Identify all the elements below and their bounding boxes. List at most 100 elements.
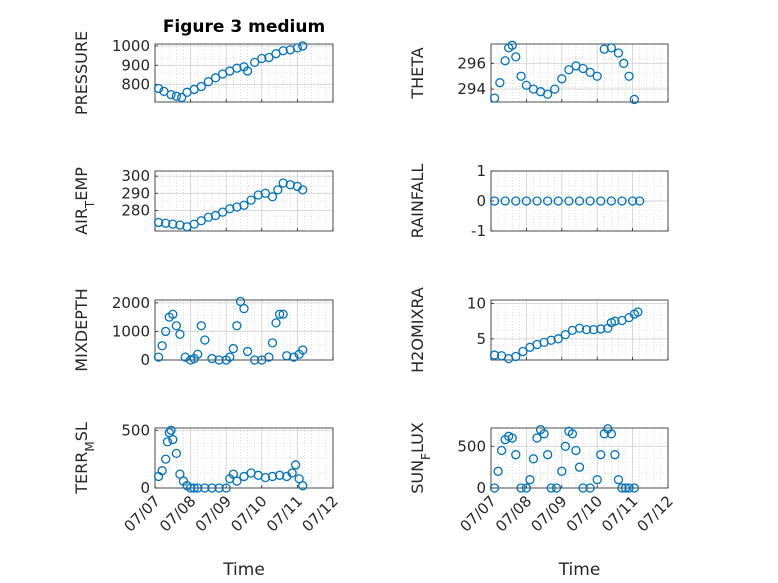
axes-sun-flux: 0 500 SUNFLUX 07/0707/0807/0907/1007/1107/1… <box>408 422 677 580</box>
data-point <box>564 65 574 75</box>
data-point <box>278 309 288 319</box>
data-point <box>177 92 187 103</box>
data-point <box>168 434 178 445</box>
data-point <box>596 196 606 206</box>
data-point <box>511 196 521 206</box>
data-point <box>274 470 285 480</box>
data-point <box>193 483 203 493</box>
data-point <box>633 307 643 317</box>
data-point <box>225 352 235 362</box>
x-tick-label: 07/11 <box>263 492 306 535</box>
data-point <box>542 196 553 206</box>
x-tick-label: 07/09 <box>192 492 235 535</box>
data-point <box>546 483 556 493</box>
data-point <box>250 57 260 68</box>
data-point <box>521 196 532 206</box>
axes-box <box>154 170 334 232</box>
data-point <box>574 323 585 333</box>
data-point <box>260 472 271 483</box>
data-point <box>161 218 171 228</box>
data-point <box>574 462 585 472</box>
y-tick-label: 10 <box>467 295 486 313</box>
data-point <box>521 80 532 90</box>
data-point <box>495 78 505 88</box>
data-point <box>620 483 631 493</box>
data-point <box>153 352 164 362</box>
data-point <box>629 94 640 105</box>
x-tick-label: 07/12 <box>634 492 677 535</box>
axes-terr-msl: 0 500 TERRMSL 07/0707/0807/0907/1007/1107/1… <box>72 421 342 580</box>
x-tick-label: 07/08 <box>492 492 535 535</box>
data-point <box>200 483 210 493</box>
data-point <box>528 454 539 464</box>
data-point <box>496 445 507 456</box>
data-series <box>489 40 640 105</box>
data-point <box>161 326 171 337</box>
data-point <box>560 329 570 340</box>
major-grid <box>154 428 334 489</box>
data-point <box>239 471 249 482</box>
minor-grid <box>154 427 334 489</box>
data-point <box>168 219 178 229</box>
data-point <box>298 41 308 51</box>
data-point <box>617 483 627 493</box>
data-point <box>298 481 308 491</box>
data-point <box>193 349 203 359</box>
data-point <box>273 185 283 195</box>
y-axis-label: TERRMSL <box>72 422 97 495</box>
data-point <box>557 74 567 84</box>
y-tick-label: 300 <box>121 167 150 185</box>
axes-box <box>154 427 334 489</box>
data-point <box>161 454 171 464</box>
data-point <box>596 450 606 460</box>
data-point <box>511 450 521 460</box>
data-point <box>175 329 185 339</box>
y-tick-label: 900 <box>121 56 150 74</box>
data-point <box>613 48 624 58</box>
chart-title: Figure 3 medium <box>163 17 325 37</box>
data-point <box>189 483 199 493</box>
data-point <box>274 309 285 319</box>
data-point <box>166 425 176 435</box>
data-point <box>267 471 278 482</box>
data-point <box>264 52 274 63</box>
y-tick-label: 1000 <box>112 322 150 340</box>
data-point <box>585 196 595 206</box>
data-point <box>500 56 510 66</box>
data-point <box>589 324 599 335</box>
data-point <box>489 196 500 206</box>
data-point <box>629 483 640 493</box>
data-point <box>232 476 242 486</box>
axes-box <box>490 43 669 103</box>
data-point <box>511 351 521 362</box>
data-series <box>489 307 643 364</box>
y-axis-label: SUNFLUX <box>408 422 433 494</box>
data-point <box>214 355 224 365</box>
data-point <box>207 483 217 493</box>
data-point <box>542 450 553 460</box>
x-axis-label: Time <box>558 560 601 580</box>
y-axis-label: AIRTEMP <box>72 167 97 235</box>
data-point <box>185 483 196 493</box>
data-point <box>596 324 606 334</box>
data-point <box>221 483 231 493</box>
axes-h2omixra: 5 10 H2OMIXRA <box>408 287 669 373</box>
data-point <box>613 475 624 485</box>
data-point <box>507 40 517 50</box>
data-point <box>592 475 602 485</box>
data-series <box>489 424 640 493</box>
y-axis-label: PRESSURE <box>72 31 91 115</box>
x-tick-label: 07/07 <box>121 492 164 535</box>
data-point <box>507 433 517 443</box>
data-point <box>166 90 176 100</box>
y-tick-label: 500 <box>457 437 486 455</box>
data-point <box>500 196 510 206</box>
data-point <box>624 483 634 493</box>
data-point <box>196 321 206 331</box>
data-point <box>210 73 221 83</box>
data-point <box>578 63 588 74</box>
major-grid <box>490 170 669 232</box>
data-point <box>518 346 528 357</box>
data-point <box>550 84 560 94</box>
